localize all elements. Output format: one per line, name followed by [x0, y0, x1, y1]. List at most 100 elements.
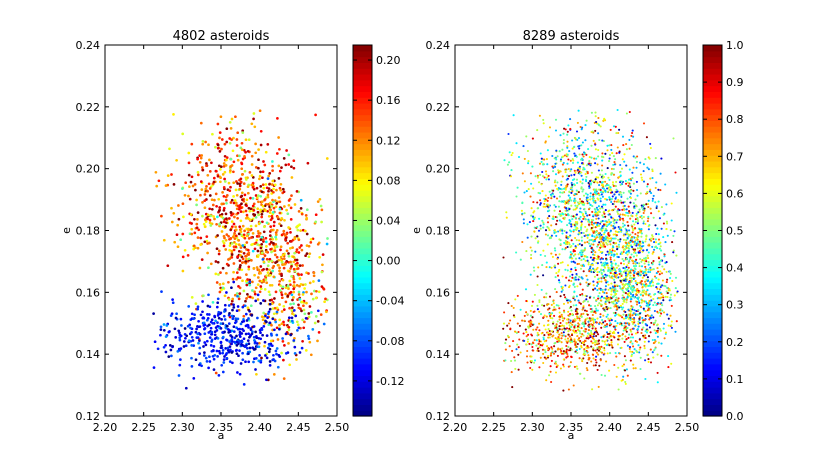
scatter-point — [577, 253, 580, 256]
scatter-point — [657, 296, 660, 299]
scatter-point — [585, 230, 588, 233]
scatter-point — [291, 312, 294, 315]
scatter-point — [601, 152, 604, 155]
scatter-point — [643, 347, 646, 350]
scatter-point — [602, 140, 605, 143]
scatter-point — [241, 157, 245, 161]
scatter-point — [299, 283, 303, 286]
colorbar-segment — [353, 114, 372, 121]
scatter-point — [635, 214, 638, 217]
scatter-point — [589, 183, 592, 186]
scatter-point — [560, 200, 563, 203]
scatter-point — [604, 310, 607, 313]
scatter-point — [562, 142, 565, 145]
scatter-point — [268, 172, 272, 175]
scatter-point — [199, 156, 203, 160]
scatter-point — [607, 288, 610, 291]
scatter-point — [541, 219, 544, 222]
scatter-point — [630, 134, 633, 137]
scatter-point — [625, 239, 628, 242]
scatter-point — [532, 187, 535, 190]
scatter-point — [580, 239, 583, 242]
scatter-point — [214, 319, 217, 323]
scatter-point — [271, 358, 275, 362]
scatter-point — [220, 318, 223, 321]
scatter-point — [643, 204, 646, 207]
scatter-point — [317, 331, 321, 334]
scatter-point — [649, 331, 652, 334]
scatter-point — [232, 181, 236, 185]
scatter-point — [207, 182, 211, 186]
scatter-point — [631, 215, 634, 218]
scatter-point — [646, 353, 649, 356]
scatter-point — [639, 231, 642, 234]
scatter-point — [646, 329, 649, 332]
scatter-point — [194, 358, 198, 362]
scatter-point — [622, 291, 625, 294]
scatter-point — [240, 173, 244, 176]
scatter-point — [575, 228, 578, 231]
scatter-point — [204, 140, 207, 144]
scatter-point — [542, 223, 545, 226]
scatter-point — [248, 295, 252, 299]
scatter-point — [656, 247, 659, 250]
scatter-point — [646, 191, 649, 194]
scatter-point — [624, 245, 627, 248]
scatter-point — [184, 386, 188, 390]
scatter-point — [631, 131, 634, 135]
scatter-point — [610, 344, 613, 347]
scatter-point — [600, 169, 603, 172]
scatter-point — [582, 258, 585, 261]
scatter-point — [615, 188, 618, 191]
scatter-point — [652, 297, 655, 301]
scatter-point — [269, 342, 273, 346]
scatter-point — [205, 164, 208, 168]
scatter-point — [567, 235, 570, 239]
scatter-point — [545, 178, 548, 181]
scatter-point — [618, 151, 621, 154]
scatter-point — [297, 290, 301, 294]
scatter-point — [638, 210, 641, 213]
scatter-point — [292, 302, 295, 306]
scatter-point — [526, 223, 529, 226]
scatter-point — [283, 344, 286, 347]
scatter-point — [670, 320, 673, 323]
scatter-point — [567, 167, 570, 171]
scatter-point — [219, 180, 222, 184]
scatter-point — [268, 298, 272, 302]
scatter-point — [291, 298, 294, 302]
scatter-point — [247, 352, 250, 356]
scatter-point — [615, 284, 618, 287]
scatter-point — [610, 341, 613, 344]
scatter-point — [613, 222, 616, 225]
scatter-point — [630, 355, 633, 358]
scatter-point — [547, 174, 550, 177]
scatter-point — [542, 221, 545, 224]
scatter-point — [503, 311, 506, 314]
scatter-point — [268, 360, 272, 363]
scatter-point — [669, 276, 672, 280]
scatter-point — [632, 255, 635, 258]
scatter-point — [574, 253, 577, 256]
scatter-point — [669, 229, 672, 232]
scatter-point — [263, 163, 267, 167]
scatter-point — [581, 292, 584, 296]
scatter-point — [640, 206, 644, 209]
scatter-point — [295, 190, 299, 193]
scatter-point — [633, 317, 636, 320]
scatter-point — [637, 243, 640, 246]
scatter-point — [643, 207, 646, 210]
scatter-point — [546, 303, 549, 307]
scatter-point — [616, 255, 619, 258]
scatter-point — [607, 237, 611, 240]
scatter-point — [553, 231, 556, 235]
scatter-point — [547, 323, 550, 326]
scatter-point — [297, 251, 301, 254]
colorbar-segment — [353, 334, 372, 342]
scatter-point — [645, 260, 648, 263]
scatter-point — [552, 302, 555, 305]
scatter-point — [549, 314, 552, 318]
scatter-point — [244, 332, 248, 336]
scatter-point — [591, 263, 594, 266]
scatter-point — [652, 342, 655, 345]
